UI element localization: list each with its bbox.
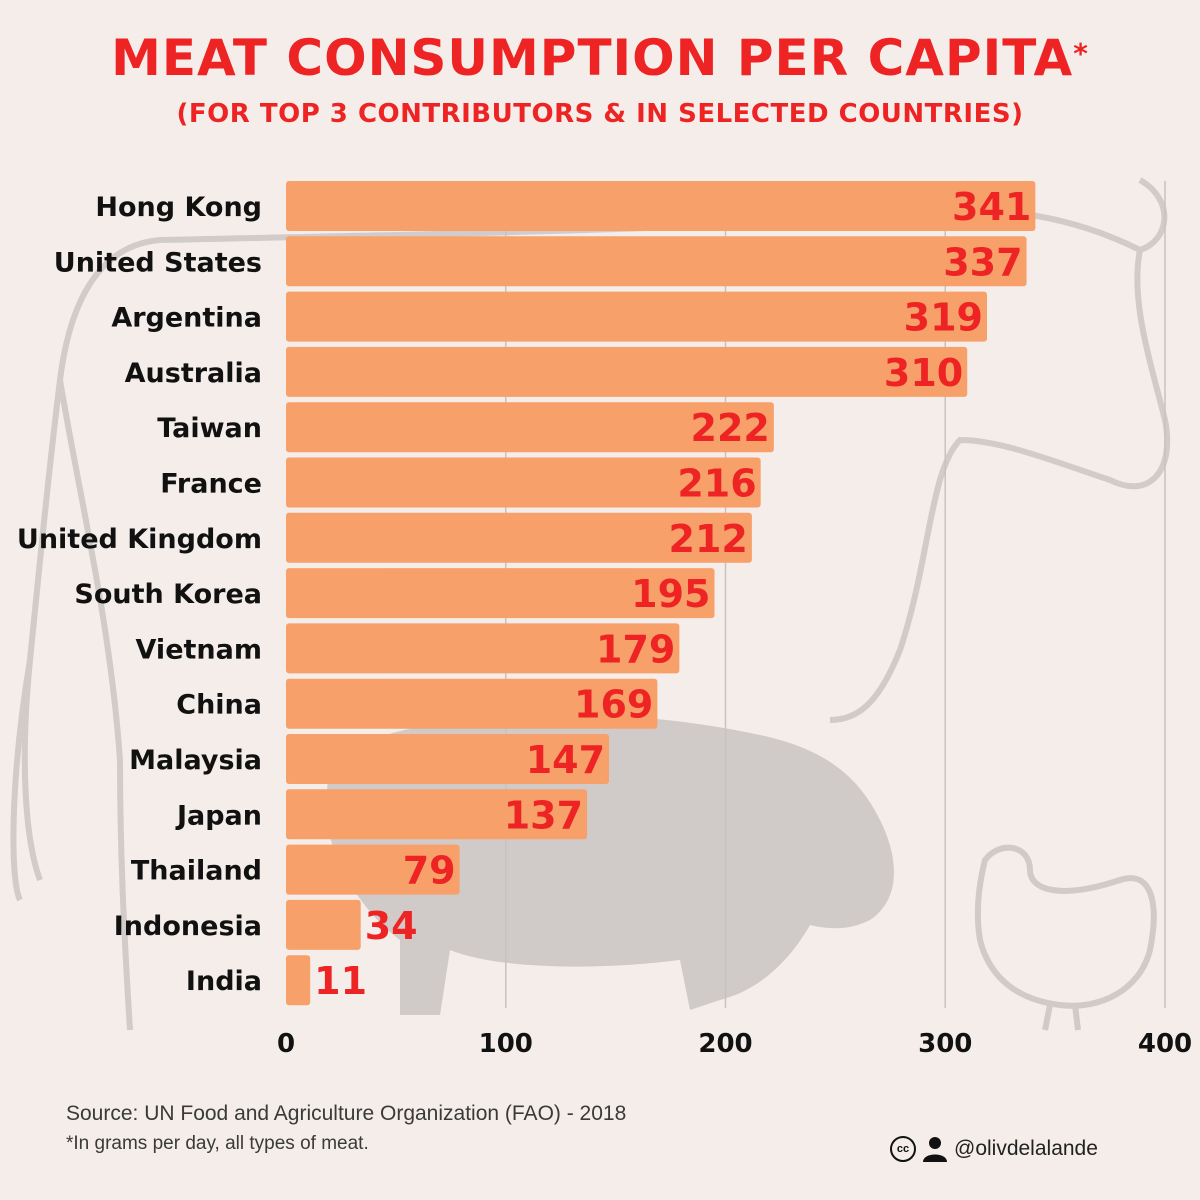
title-asterisk: * [1073, 37, 1089, 70]
value-label: 310 [884, 351, 963, 395]
category-label: United States [54, 247, 262, 278]
author-credit: cc @olivdelalande [890, 1136, 1098, 1162]
value-label: 137 [504, 793, 583, 837]
category-label: Vietnam [136, 634, 262, 665]
value-label: 34 [365, 904, 418, 948]
bar [286, 678, 658, 729]
value-label: 147 [526, 738, 605, 782]
category-label: Thailand [131, 856, 262, 887]
bars-group [286, 181, 1036, 1006]
person-icon [923, 1137, 947, 1162]
value-label: 169 [574, 683, 653, 727]
bar [286, 512, 752, 563]
bar [286, 181, 1036, 231]
x-tick-label: 200 [698, 1029, 752, 1059]
value-label: 341 [952, 185, 1031, 229]
bar [286, 623, 680, 674]
x-tick-label: 400 [1138, 1029, 1192, 1059]
value-label: 319 [904, 296, 983, 340]
cow-illustration [10, 177, 1171, 1031]
chart-subtitle: (for top 3 contributors & in selected co… [176, 99, 1024, 129]
category-label: Australia [125, 358, 262, 389]
value-label: 179 [596, 627, 675, 671]
category-label: Argentina [111, 303, 262, 334]
x-tick-label: 0 [277, 1029, 295, 1059]
bar [286, 844, 460, 895]
bar [286, 402, 774, 453]
bar [286, 734, 610, 784]
category-labels: Hong Kong United States Argentina Australia… [17, 192, 262, 997]
category-label: Indonesia [114, 911, 262, 942]
category-label: Hong Kong [95, 192, 262, 223]
bar [286, 955, 311, 1006]
value-labels: 341 337 319 310 222 216 212 195 179 169 147 137 79 34… [314, 185, 1031, 1003]
value-label: 222 [691, 406, 770, 450]
x-axis-ticks: 0 100 200 300 400 [277, 1029, 1192, 1059]
value-label: 79 [403, 849, 456, 893]
bar [286, 457, 761, 508]
category-label: India [186, 966, 262, 997]
author-handle: @olivdelalande [954, 1137, 1098, 1160]
category-label: Taiwan [157, 413, 262, 444]
x-tick-label: 300 [918, 1029, 972, 1059]
category-label: Malaysia [129, 745, 262, 776]
source-note: Source: UN Food and Agriculture Organiza… [66, 1102, 627, 1125]
bar [286, 789, 588, 840]
value-label: 195 [631, 572, 710, 616]
value-label: 11 [314, 959, 367, 1003]
category-label: Japan [175, 800, 262, 831]
bar [286, 291, 988, 342]
value-label: 212 [669, 517, 748, 561]
bar [286, 899, 361, 950]
bar [286, 346, 968, 397]
bar [286, 568, 715, 619]
category-label: France [160, 469, 262, 500]
chart-title: Meat consumption per capita* [111, 29, 1089, 87]
creative-commons-icon: cc [890, 1136, 916, 1162]
bar [286, 236, 1027, 287]
category-label: China [176, 690, 262, 721]
category-label: United Kingdom [17, 524, 262, 555]
x-tick-label: 100 [479, 1029, 533, 1059]
hen-illustration [974, 844, 1157, 1031]
unit-footnote: *In grams per day, all types of meat. [66, 1133, 369, 1154]
value-label: 337 [943, 240, 1022, 284]
value-label: 216 [677, 462, 756, 506]
category-label: South Korea [74, 579, 262, 610]
